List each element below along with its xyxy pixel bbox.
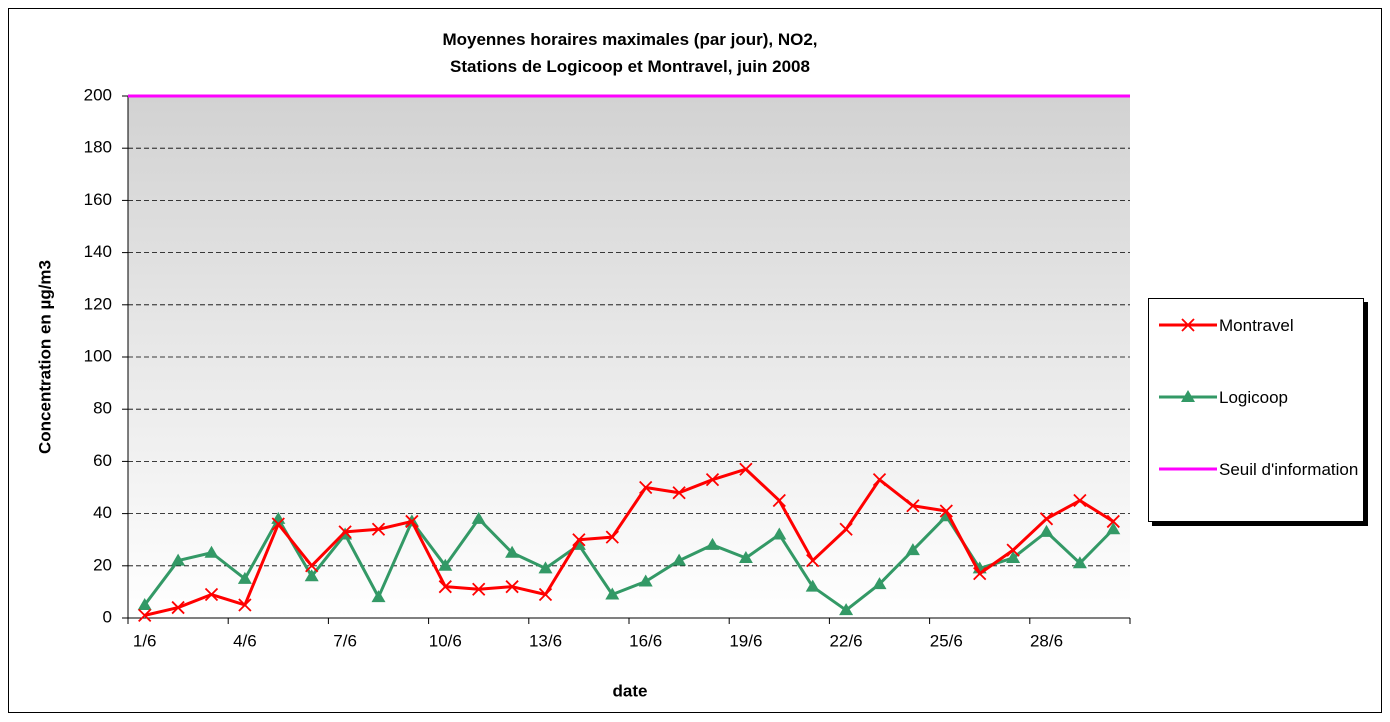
x-tick-label: 16/6 bbox=[629, 631, 662, 650]
marker bbox=[405, 514, 419, 529]
marker bbox=[238, 598, 252, 612]
marker bbox=[371, 522, 386, 536]
y-tick-label: 80 bbox=[93, 399, 112, 418]
x-tick-label: 25/6 bbox=[930, 631, 963, 650]
marker bbox=[171, 600, 185, 615]
marker bbox=[739, 462, 753, 476]
marker bbox=[805, 579, 820, 592]
marker bbox=[872, 473, 887, 487]
marker bbox=[905, 543, 920, 556]
marker bbox=[538, 587, 553, 602]
marker bbox=[1181, 318, 1195, 332]
marker bbox=[505, 545, 520, 558]
y-tick-label: 140 bbox=[84, 242, 112, 261]
x-tick-label: 22/6 bbox=[830, 631, 863, 650]
marker bbox=[906, 499, 920, 513]
marker bbox=[738, 550, 753, 563]
marker bbox=[1072, 556, 1087, 569]
marker bbox=[973, 566, 987, 581]
marker bbox=[237, 571, 252, 584]
marker bbox=[1073, 493, 1087, 508]
y-tick-label: 120 bbox=[84, 294, 112, 313]
legend-label: Logicoop bbox=[1219, 388, 1289, 407]
marker bbox=[1006, 543, 1020, 557]
marker bbox=[438, 580, 452, 594]
x-tick-label: 13/6 bbox=[529, 631, 562, 650]
marker bbox=[538, 561, 553, 574]
x-axis-title: date bbox=[613, 681, 648, 700]
x-tick-label: 28/6 bbox=[1030, 631, 1063, 650]
marker bbox=[304, 569, 319, 582]
marker bbox=[305, 559, 319, 573]
marker bbox=[1106, 522, 1121, 535]
y-tick-label: 160 bbox=[84, 190, 112, 209]
marker bbox=[471, 511, 486, 524]
legend: Montravel Logicoop Seuil d'information bbox=[1148, 298, 1364, 522]
legend-swatches bbox=[1159, 318, 1217, 471]
marker bbox=[605, 587, 620, 600]
marker bbox=[839, 522, 853, 536]
marker bbox=[138, 608, 152, 623]
legend-label: Seuil d'information bbox=[1219, 460, 1359, 479]
y-tick-label: 100 bbox=[84, 346, 112, 365]
marker bbox=[137, 597, 152, 610]
y-tick-label: 200 bbox=[84, 85, 112, 104]
series-line bbox=[144, 467, 1115, 617]
y-tick-label: 20 bbox=[93, 555, 112, 574]
marker bbox=[839, 603, 854, 616]
marker bbox=[1039, 512, 1054, 526]
series-line bbox=[143, 514, 1115, 612]
marker bbox=[605, 530, 619, 544]
marker bbox=[271, 517, 285, 531]
y-axis-title: Concentration en µg/m3 bbox=[35, 260, 54, 454]
marker bbox=[1006, 550, 1021, 563]
marker bbox=[1106, 514, 1120, 529]
marker bbox=[939, 504, 953, 518]
x-tick-label: 1/6 bbox=[133, 631, 157, 650]
x-tick-label: 19/6 bbox=[729, 631, 762, 650]
y-tick-label: 40 bbox=[93, 503, 112, 522]
marker bbox=[872, 577, 887, 590]
x-tick-label: 4/6 bbox=[233, 631, 257, 650]
marker bbox=[806, 553, 820, 568]
y-tick-label: 180 bbox=[84, 138, 112, 157]
marker bbox=[672, 486, 686, 500]
marker bbox=[204, 587, 219, 602]
chart-title: Moyennes horaires maximales (par jour), … bbox=[442, 30, 818, 76]
marker bbox=[705, 537, 720, 550]
marker bbox=[472, 582, 486, 596]
marker bbox=[639, 480, 653, 495]
chart-frame bbox=[8, 8, 1382, 713]
x-tick-label: 7/6 bbox=[333, 631, 357, 650]
marker bbox=[171, 553, 186, 566]
marker bbox=[572, 533, 586, 547]
marker bbox=[338, 525, 352, 539]
marker bbox=[772, 493, 786, 508]
x-tick-label: 10/6 bbox=[429, 631, 462, 650]
marker bbox=[1039, 524, 1054, 537]
marker bbox=[1181, 390, 1195, 402]
y-tick-label: 0 bbox=[103, 607, 112, 626]
marker bbox=[705, 473, 720, 487]
marker bbox=[204, 545, 219, 558]
marker bbox=[772, 527, 787, 540]
marker bbox=[638, 574, 653, 587]
marker bbox=[505, 580, 519, 594]
marker bbox=[438, 558, 453, 571]
legend-label: Montravel bbox=[1219, 316, 1294, 335]
marker bbox=[672, 553, 687, 566]
marker bbox=[371, 590, 386, 603]
y-tick-label: 60 bbox=[93, 451, 112, 470]
